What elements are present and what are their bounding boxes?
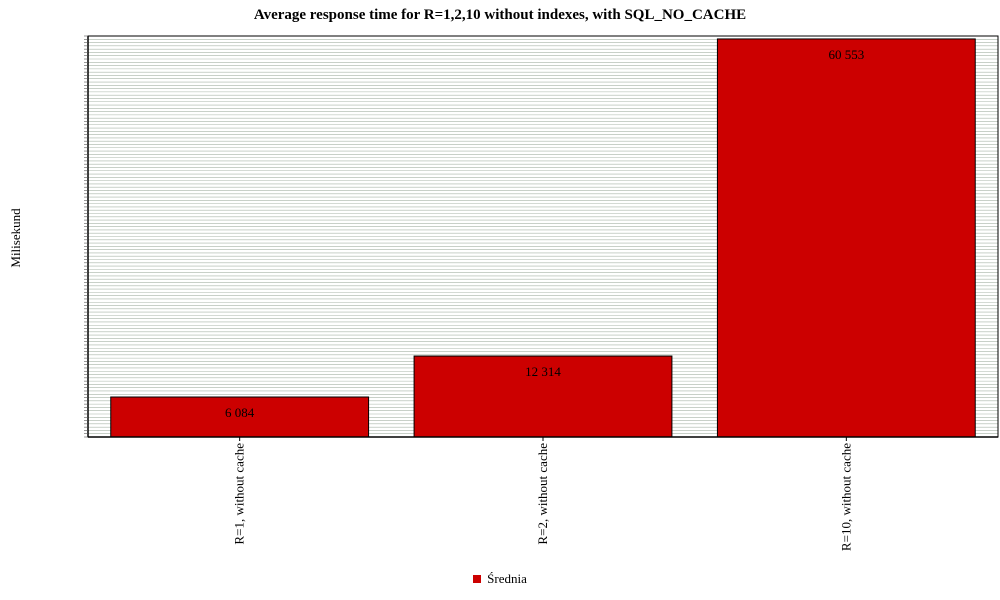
legend: Średnia (0, 571, 1000, 587)
bar (110, 396, 370, 438)
x-tick-label: R=10, without cache (838, 443, 853, 551)
x-tick-label: R=2, without cache (535, 443, 550, 545)
bar-value-label: 6 084 (225, 405, 255, 420)
x-tick-label: R=1, without cache (232, 443, 247, 545)
y-ticks (84, 35, 88, 438)
bar (716, 38, 976, 438)
x-tick-labels: R=1, without cache R=2, without cache R=10… (232, 437, 853, 551)
chart-title: Average response time for R=1,2,10 witho… (253, 7, 747, 23)
legend-label: Średnia (487, 571, 527, 586)
bar-value-label: 12 314 (525, 364, 561, 379)
bar-value-label: 60 553 (828, 47, 864, 62)
legend-swatch (473, 575, 482, 583)
